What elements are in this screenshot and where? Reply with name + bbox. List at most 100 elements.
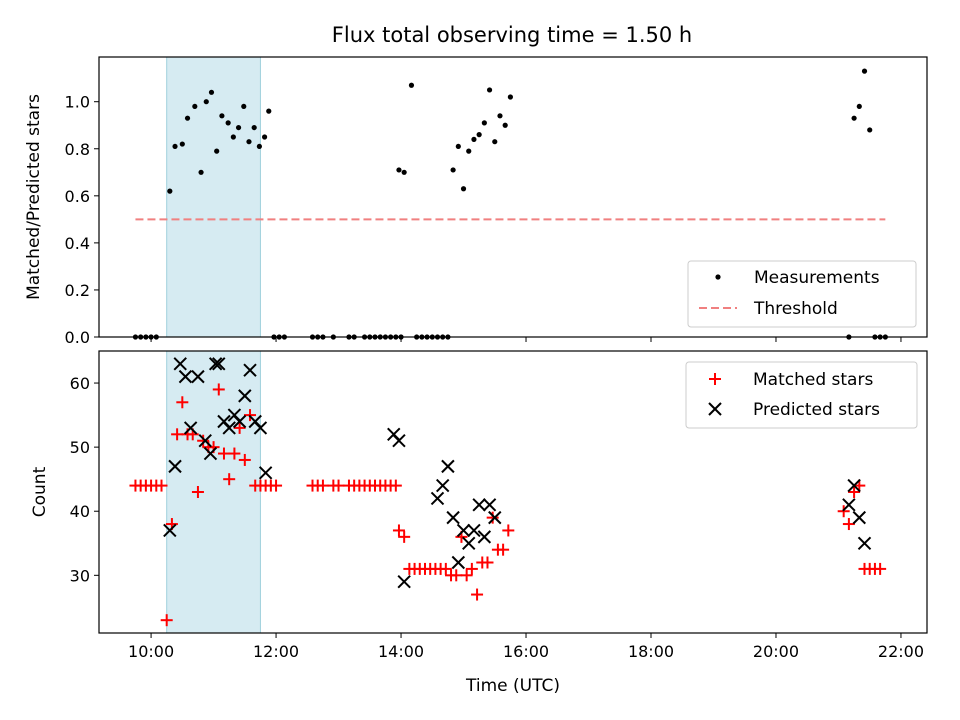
matched-star-marker xyxy=(389,479,402,492)
top-legend: Measurements Threshold xyxy=(687,260,917,328)
x-tick-label: 18:00 xyxy=(628,642,674,661)
measurement-point xyxy=(408,82,415,88)
y-tick-label: 50 xyxy=(70,438,90,457)
matched-star-marker xyxy=(497,543,510,556)
legend-marker-matched xyxy=(709,373,721,385)
matched-star-marker xyxy=(398,530,411,543)
predicted-star-marker xyxy=(222,421,236,435)
matched-star-marker xyxy=(155,479,168,492)
matched-star-marker xyxy=(471,588,484,601)
matched-star-marker xyxy=(191,486,204,498)
y-tick-label: 0.6 xyxy=(65,187,90,206)
x-tick-label: 10:00 xyxy=(128,642,174,661)
predicted-star-marker xyxy=(441,459,455,474)
measurement-point xyxy=(481,120,487,126)
predicted-star-marker xyxy=(451,555,466,570)
top-y-axis-label: Matched/Predicted stars xyxy=(24,94,44,300)
bottom-axes-frame xyxy=(98,350,928,634)
matched-star-marker xyxy=(270,479,283,492)
matched-star-marker xyxy=(228,447,241,460)
x-tick-label: 16:00 xyxy=(503,642,549,661)
predicted-star-marker xyxy=(488,510,502,525)
measurement-point xyxy=(225,120,231,126)
matched-star-marker xyxy=(197,434,210,447)
y-tick-label: 0.4 xyxy=(65,234,90,253)
measurement-point xyxy=(241,103,247,110)
predicted-star-marker xyxy=(852,510,867,525)
bottom-marks xyxy=(129,357,887,627)
y-tick-label: 60 xyxy=(70,374,90,393)
x-tick-label: 14:00 xyxy=(378,642,424,661)
measurement-point xyxy=(455,143,461,150)
predicted-star-marker xyxy=(842,498,856,512)
predicted-star-marker xyxy=(212,357,226,371)
measurement-point xyxy=(184,115,191,121)
predicted-star-marker xyxy=(477,530,492,544)
predicted-star-marker xyxy=(208,357,223,371)
matched-star-marker xyxy=(217,447,230,460)
measurement-point xyxy=(476,132,482,138)
y-tick-label: 1.0 xyxy=(65,93,90,112)
predicted-star-marker xyxy=(397,575,411,589)
top-shaded-interval xyxy=(166,56,261,338)
y-tick-label: 30 xyxy=(70,566,90,585)
predicted-star-marker xyxy=(435,478,450,493)
predicted-star-marker xyxy=(243,363,257,377)
top-axes-frame xyxy=(98,56,928,338)
measurement-point xyxy=(460,186,467,192)
predicted-star-marker xyxy=(173,357,187,371)
matched-star-marker xyxy=(465,562,478,575)
measurement-point xyxy=(246,139,252,145)
measurement-point xyxy=(856,103,862,110)
measurement-point xyxy=(851,115,857,121)
measurement-point xyxy=(861,68,868,74)
y-tick-label: 0.2 xyxy=(65,281,90,300)
legend-label-measurements: Measurements xyxy=(754,268,880,288)
measurement-point xyxy=(256,143,262,150)
matched-star-marker xyxy=(392,524,405,537)
predicted-star-marker xyxy=(482,498,497,512)
measurement-point xyxy=(492,139,498,145)
x-tick-label: 20:00 xyxy=(753,642,799,661)
bottom-legend: Matched stars Predicted stars xyxy=(685,361,918,429)
predicted-star-marker xyxy=(232,414,247,429)
predicted-star-marker xyxy=(168,459,182,474)
predicted-star-marker xyxy=(253,421,268,435)
predicted-star-marker xyxy=(392,434,406,448)
measurement-point xyxy=(208,89,215,95)
x-axis-label: Time (UTC) xyxy=(465,676,560,696)
top-legend-box xyxy=(687,260,917,328)
measurement-point xyxy=(167,188,173,194)
y-tick-label: 0.8 xyxy=(65,140,90,159)
bottom-y-ticks: 30 40 50 60 xyxy=(70,374,99,585)
measurement-point xyxy=(262,134,268,140)
measurement-point xyxy=(179,141,185,147)
bottom-y-axis-label: Count xyxy=(30,466,50,517)
predicted-star-marker xyxy=(238,389,252,403)
bottom-legend-box xyxy=(685,361,918,429)
matched-star-marker xyxy=(233,421,246,434)
matched-star-marker xyxy=(316,479,329,492)
top-y-ticks: 0.0 0.2 0.4 0.6 0.8 1.0 xyxy=(65,93,99,347)
matched-star-marker xyxy=(481,556,494,569)
measurement-point xyxy=(172,143,178,150)
predicted-star-marker xyxy=(857,536,872,550)
measurement-point xyxy=(867,127,873,133)
predicted-star-marker xyxy=(467,523,481,538)
legend-label-matched: Matched stars xyxy=(753,370,873,390)
measurement-point xyxy=(466,148,472,154)
legend-marker-measurements xyxy=(715,274,721,280)
predicted-star-marker xyxy=(203,446,218,461)
measurement-point xyxy=(214,148,220,154)
matched-star-marker xyxy=(238,453,251,466)
legend-marker-predicted xyxy=(708,402,722,416)
predicted-star-marker xyxy=(430,491,445,506)
matched-star-marker xyxy=(176,396,189,409)
predicted-star-marker xyxy=(847,478,861,493)
matched-star-marker xyxy=(486,511,499,524)
measurement-point xyxy=(203,99,209,105)
measurement-point xyxy=(396,167,402,173)
matched-star-marker xyxy=(460,569,473,582)
measurement-point xyxy=(266,108,272,114)
